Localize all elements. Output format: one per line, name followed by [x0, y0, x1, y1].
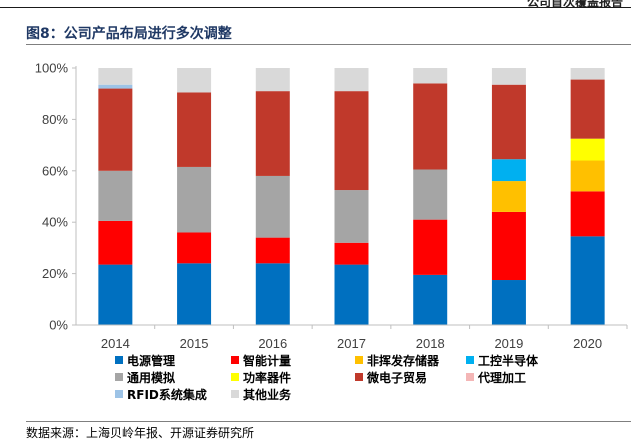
bar-segment-2015-6: [177, 92, 212, 167]
y-tick-label: 60%: [42, 163, 68, 178]
bar-segment-2019-1: [491, 211, 526, 281]
bar-segment-2020-5: [570, 138, 605, 161]
bar-segment-2017-9: [334, 68, 369, 92]
bar-segment-2017-6: [334, 91, 369, 191]
bar-segment-2018-6: [413, 83, 448, 170]
legend-label-8: RFID系统集成: [127, 387, 207, 402]
x-tick-label: 2019: [494, 336, 523, 351]
bar-segment-2014-6: [98, 88, 133, 171]
report-header-text: 公司首次覆盖报告: [526, 0, 623, 9]
bar-segment-2020-6: [570, 79, 605, 139]
title-rule: [26, 44, 631, 45]
bar-segment-2017-4: [334, 190, 369, 243]
bar-segment-2018-1: [413, 219, 448, 275]
bar-segment-2016-1: [255, 237, 290, 264]
bar-segment-2017-1: [334, 242, 369, 265]
legend-swatch-2: [355, 356, 363, 364]
bar-segment-2019-9: [491, 68, 526, 85]
x-tick-label: 2017: [337, 336, 366, 351]
bar-segment-2016-0: [255, 263, 290, 325]
x-tick-label: 2014: [101, 336, 130, 351]
bar-segment-2020-0: [570, 236, 605, 325]
legend-label-1: 智能计量: [242, 353, 291, 368]
legend-swatch-4: [115, 373, 123, 381]
legend-swatch-9: [231, 390, 239, 398]
y-tick-label: 80%: [42, 112, 68, 127]
y-tick-label: 0%: [49, 318, 68, 333]
bar-segment-2014-1: [98, 220, 133, 265]
bar-segment-2018-9: [413, 68, 448, 84]
bar-segment-2016-9: [255, 68, 290, 92]
bar-segment-2015-4: [177, 166, 212, 233]
legend-swatch-1: [231, 356, 239, 364]
header-rule: [0, 7, 631, 8]
legend-label-9: 其他业务: [243, 387, 292, 402]
x-tick-label: 2015: [180, 336, 209, 351]
bar-segment-2015-1: [177, 232, 212, 264]
legend-label-6: 微电子贸易: [366, 370, 427, 385]
legend-swatch-6: [355, 373, 363, 381]
bar-segment-2014-4: [98, 170, 133, 221]
bar-segment-2019-0: [491, 280, 526, 325]
axes-layer: 0% 20% 40% 60% 80% 100% 2014 2015 2016 2017 2018 20…: [35, 61, 628, 351]
bar-segment-2018-0: [413, 274, 448, 325]
bar-segment-2019-6: [491, 84, 526, 160]
legend-swatch-7: [466, 373, 474, 381]
bar-segment-2015-9: [177, 68, 212, 93]
bar-segment-2014-9: [98, 68, 133, 85]
legend-swatch-3: [466, 356, 474, 364]
source-note: 数据来源：上海贝岭年报、开源证券研究所: [26, 426, 255, 440]
y-tick-label: 20%: [42, 266, 68, 281]
bar-segment-2016-6: [255, 91, 290, 176]
x-tick-label: 2020: [573, 336, 602, 351]
legend-label-3: 工控半导体: [478, 353, 539, 368]
legend-label-5: 功率器件: [243, 370, 291, 385]
bar-segment-2020-1: [570, 191, 605, 237]
bar-segment-2017-0: [334, 264, 369, 325]
bar-segment-2019-2: [491, 181, 526, 212]
y-tick-label: 40%: [42, 215, 68, 230]
bar-segment-2020-2: [570, 160, 605, 192]
bar-segment-2015-0: [177, 263, 212, 325]
y-tick-label: 100%: [35, 61, 69, 76]
bars-layer: [98, 68, 605, 325]
figure-title: 图8：公司产品布局进行多次调整: [26, 26, 232, 42]
x-tick-label: 2016: [258, 336, 287, 351]
x-tick-label: 2018: [416, 336, 445, 351]
legend-label-2: 非挥发存储器: [367, 353, 440, 368]
source-rule: [26, 421, 631, 422]
legend-swatch-8: [115, 390, 123, 398]
bar-segment-2018-4: [413, 169, 448, 220]
legend-label-4: 通用模拟: [127, 370, 175, 385]
legend-swatch-0: [115, 356, 123, 364]
bar-segment-2016-4: [255, 175, 290, 238]
bar-segment-2020-9: [570, 68, 605, 80]
bar-segment-2014-0: [98, 264, 133, 325]
legend-swatch-5: [231, 373, 239, 381]
legend-label-0: 电源管理: [127, 353, 175, 368]
legend-label-7: 代理加工: [477, 370, 526, 385]
bar-segment-2019-3: [491, 159, 526, 182]
bar-segment-2014-8: [98, 84, 133, 89]
